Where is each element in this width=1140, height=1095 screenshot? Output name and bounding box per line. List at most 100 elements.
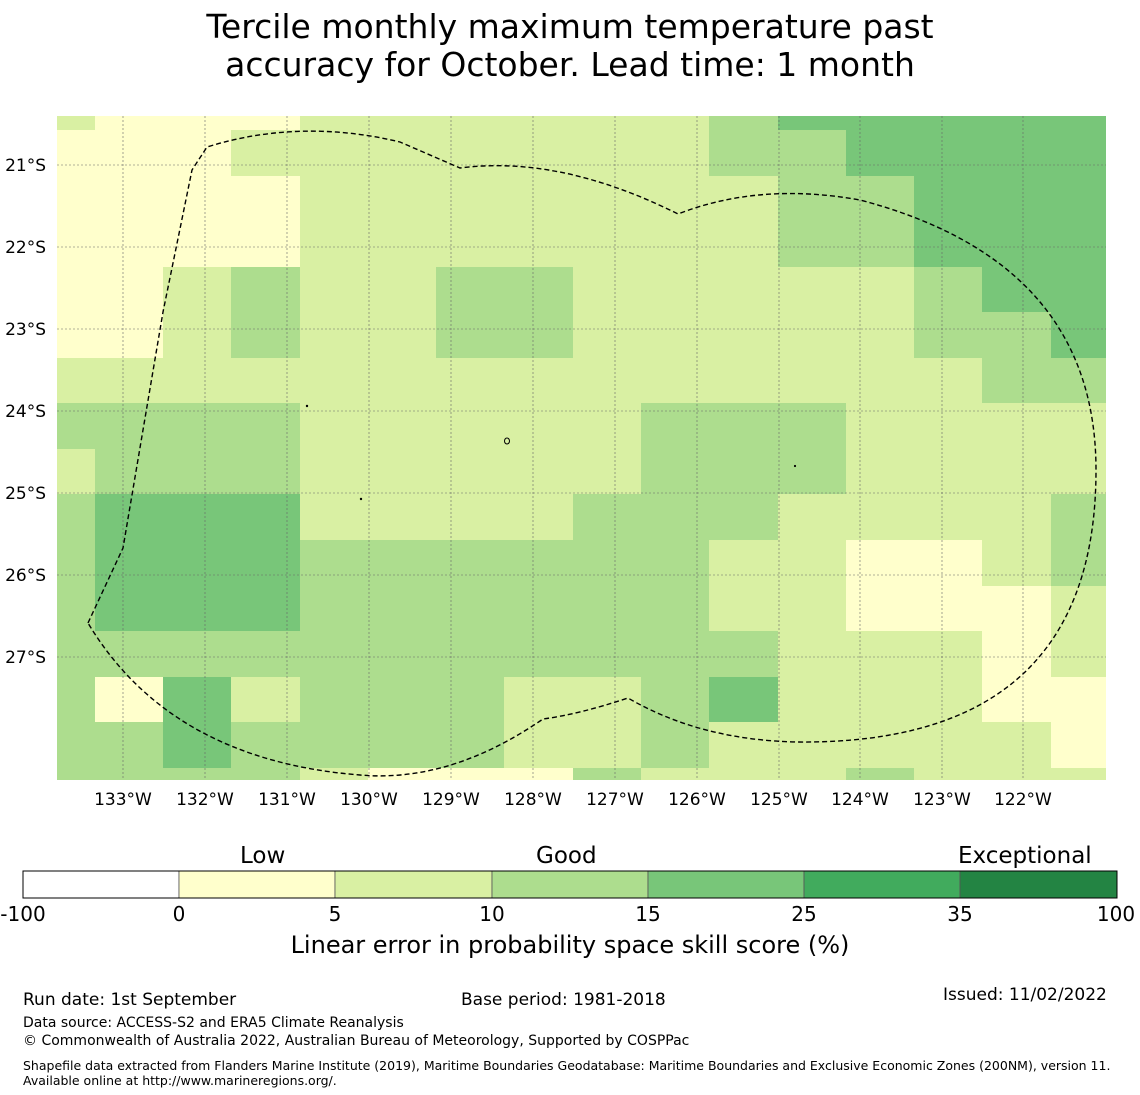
skill-cell [914,449,982,494]
skill-cell [300,312,368,358]
skill-cell [504,449,573,494]
colorbar-tick: 0 [172,902,186,926]
skill-cell [57,312,95,358]
colorbar-tick: 5 [328,902,342,926]
skill-cell [982,449,1051,494]
skill-cell [914,267,982,312]
skill-cell [368,403,436,449]
colorbar-label-exceptional: Exceptional [958,843,1092,869]
skill-cell [163,449,231,494]
skill-cell [368,540,436,586]
skill-cell [57,494,95,540]
skill-cell [231,449,300,494]
skill-cell [57,221,95,267]
skill-cell [57,540,95,586]
skill-cell [778,312,846,358]
skill-cell [57,449,95,494]
skill-cell [300,403,368,449]
skill-cell [778,768,846,780]
skill-cell [914,312,982,358]
skill-cell [709,116,778,130]
skill-cell [778,722,846,768]
skill-cell [368,494,436,540]
skill-cell [57,358,95,403]
skill-cell [641,677,709,722]
skill-cell [914,116,982,130]
latitude-label: 25°S [5,484,46,504]
skill-cell [778,403,846,449]
skill-cell [163,358,231,403]
skill-cell [641,631,709,677]
longitude-label: 124°W [831,790,889,810]
skill-cell [368,116,436,130]
longitude-label: 130°W [340,790,398,810]
skill-cell [95,449,163,494]
skill-cell [709,403,778,449]
skill-cell [57,130,95,176]
skill-cell [504,176,573,221]
skill-cell [914,221,982,267]
longitude-label: 133°W [94,790,152,810]
skill-cell [709,221,778,267]
colorbar-caption: Linear error in probability space skill … [290,931,850,959]
skill-cell [231,722,300,768]
skill-cell [95,494,163,540]
latitude-labels: 21°S 22°S 23°S 24°S 25°S 26°S 27°S [5,156,46,668]
colorbar-swatch [22,870,180,899]
skill-cell [163,677,231,722]
graticule [57,116,1106,780]
skill-cell [1051,586,1106,631]
skill-cell [163,312,231,358]
skill-cell [231,677,300,722]
skill-cell [368,677,436,722]
skill-cell [573,586,641,631]
skill-cell [300,116,368,130]
skill-cell [95,403,163,449]
skill-cell [982,631,1051,677]
skill-cell [641,221,709,267]
colorbar-swatch [491,870,649,899]
skill-cell [778,631,846,677]
skill-cell [846,358,914,403]
skill-cell [1051,312,1106,358]
skill-cell [436,449,504,494]
skill-cell [982,221,1051,267]
latitude-label: 26°S [5,566,46,586]
skill-cell [982,586,1051,631]
skill-grid-cells [57,116,1106,780]
skill-cell [1051,116,1106,130]
skill-cell [914,358,982,403]
skill-cell [573,494,641,540]
skill-cell [641,116,709,130]
skill-cell [914,540,982,586]
skill-cell [300,540,368,586]
colorbar-tick: 25 [791,902,817,926]
skill-cell [436,221,504,267]
skill-cell [163,631,231,677]
skill-cell [504,358,573,403]
skill-cell [709,768,778,780]
skill-cell [436,722,504,768]
skill-cell [778,494,846,540]
skill-cell [846,540,914,586]
skill-cell [95,116,163,130]
skill-cell [163,221,231,267]
skill-cell [1051,130,1106,176]
skill-cell [573,540,641,586]
skill-cell [778,540,846,586]
skill-cell [163,403,231,449]
skill-cell [709,449,778,494]
skill-cell [641,130,709,176]
colorbar-tick: 100 [1096,902,1136,926]
skill-cell [982,403,1051,449]
skill-cell [436,130,504,176]
skill-cell [231,176,300,221]
skill-cell [573,631,641,677]
skill-cell [163,130,231,176]
skill-cell [982,267,1051,312]
skill-cell [436,677,504,722]
skill-cell [95,312,163,358]
skill-cell [57,768,95,780]
skill-cell [57,586,95,631]
title-line-1: Tercile monthly maximum temperature past [206,7,934,46]
